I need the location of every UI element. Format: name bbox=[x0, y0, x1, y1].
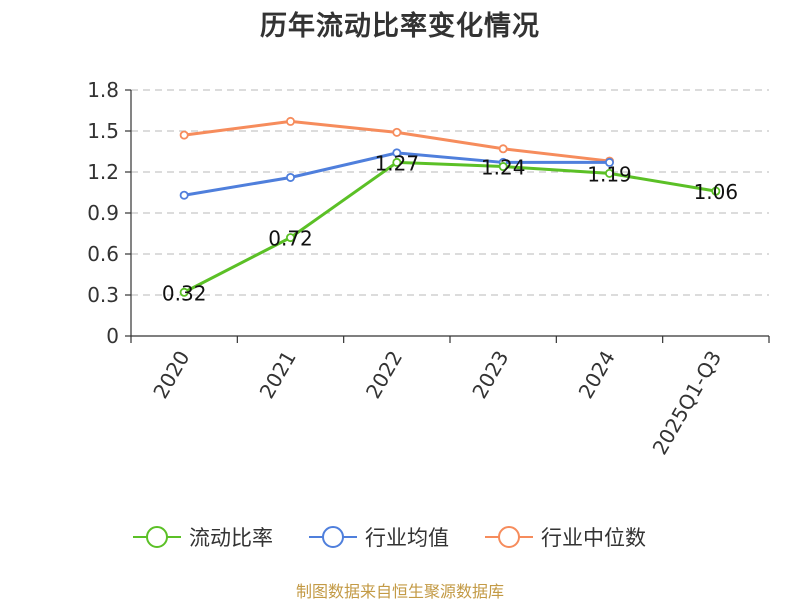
series-line-0 bbox=[183, 160, 717, 294]
data-point bbox=[285, 116, 295, 126]
x-tick-label: 2020 bbox=[148, 347, 194, 403]
x-tick-label: 2025Q1-Q3 bbox=[647, 347, 726, 459]
legend-marker bbox=[322, 526, 344, 548]
data-point bbox=[605, 157, 615, 167]
legend-marker bbox=[498, 526, 520, 548]
data-point bbox=[179, 190, 189, 200]
data-point bbox=[392, 127, 402, 137]
source-note: 制图数据来自恒生聚源数据库 bbox=[295, 582, 504, 601]
y-tick-label: 1.5 bbox=[87, 119, 119, 143]
y-tick-label: 0 bbox=[106, 324, 119, 348]
legend-marker bbox=[146, 526, 168, 548]
data-point bbox=[392, 157, 402, 167]
y-tick-label: 0.6 bbox=[87, 242, 119, 266]
y-tick-label: 1.2 bbox=[87, 160, 119, 184]
chart-title: 历年流动比率变化情况 bbox=[260, 11, 540, 42]
x-tick-label: 2024 bbox=[574, 347, 620, 403]
y-tick-label: 0.9 bbox=[87, 201, 119, 225]
legend-label: 行业均值 bbox=[365, 526, 449, 550]
data-point bbox=[179, 130, 189, 140]
data-labels: 0.32 0.72 1.27 1.24 1.19 1.06 bbox=[162, 151, 738, 305]
data-point bbox=[711, 186, 721, 196]
x-tick-label: 2022 bbox=[361, 347, 407, 403]
data-point bbox=[285, 172, 295, 182]
data-point bbox=[285, 233, 295, 243]
data-point bbox=[605, 168, 615, 178]
data-label: 0.72 bbox=[268, 227, 313, 251]
legend-label: 流动比率 bbox=[189, 526, 273, 550]
legend: 流动比率 行业均值 行业中位数 bbox=[133, 526, 646, 550]
x-tick-label: 2021 bbox=[255, 347, 301, 403]
legend-label: 行业中位数 bbox=[541, 526, 646, 550]
data-label: 1.27 bbox=[375, 151, 420, 175]
data-label: 1.19 bbox=[587, 162, 632, 186]
data-point bbox=[498, 144, 508, 154]
x-tick-label: 2023 bbox=[467, 346, 513, 402]
data-label: 1.24 bbox=[481, 156, 526, 180]
y-tick-label: 0.3 bbox=[87, 283, 119, 307]
y-tick-label: 1.8 bbox=[87, 78, 119, 102]
data-point bbox=[498, 162, 508, 172]
series-lines bbox=[179, 116, 721, 297]
grid-lines bbox=[131, 89, 769, 296]
data-label: 1.06 bbox=[694, 180, 739, 204]
data-point bbox=[392, 148, 402, 158]
data-point bbox=[179, 287, 189, 297]
data-label: 0.32 bbox=[162, 281, 207, 305]
